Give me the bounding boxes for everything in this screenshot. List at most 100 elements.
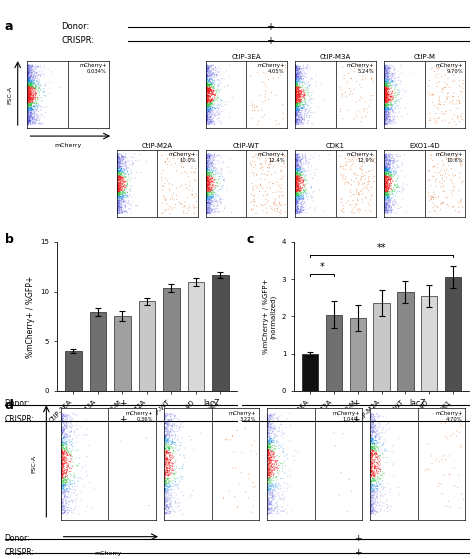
Point — [297, 157, 305, 165]
Point — [266, 476, 273, 485]
Point — [116, 186, 123, 195]
Point — [371, 480, 378, 489]
Point — [205, 184, 212, 193]
Point — [296, 94, 304, 103]
Point — [268, 476, 276, 485]
Point — [294, 104, 301, 113]
Point — [296, 176, 303, 184]
Point — [76, 473, 84, 482]
Point — [265, 503, 273, 511]
Point — [325, 150, 332, 159]
Point — [385, 165, 392, 174]
Point — [383, 160, 390, 169]
Point — [292, 177, 300, 186]
Point — [381, 79, 389, 88]
Point — [381, 172, 388, 181]
Point — [449, 179, 457, 188]
Point — [213, 202, 220, 211]
Point — [383, 111, 391, 120]
Point — [61, 457, 69, 466]
Point — [377, 434, 384, 443]
Point — [381, 170, 389, 179]
Point — [386, 80, 393, 89]
Point — [381, 170, 388, 179]
Point — [261, 175, 269, 184]
Point — [297, 87, 304, 96]
Point — [164, 461, 172, 470]
Point — [381, 156, 389, 165]
Point — [202, 196, 210, 205]
Point — [344, 178, 352, 187]
Point — [190, 446, 198, 454]
Point — [369, 480, 377, 489]
Point — [372, 421, 379, 430]
Point — [265, 495, 273, 504]
Point — [370, 471, 378, 480]
Point — [386, 91, 394, 100]
Point — [272, 473, 279, 482]
Point — [295, 83, 302, 92]
Point — [207, 80, 215, 89]
Point — [205, 114, 213, 123]
Point — [115, 192, 123, 201]
Point — [347, 165, 355, 174]
Point — [165, 457, 173, 466]
Point — [32, 69, 40, 78]
Point — [384, 204, 392, 213]
Point — [31, 93, 39, 102]
Point — [367, 482, 374, 491]
Point — [31, 120, 38, 129]
Point — [164, 442, 172, 451]
Point — [302, 99, 310, 108]
Point — [398, 166, 405, 175]
Point — [63, 467, 71, 476]
Point — [121, 177, 129, 186]
Point — [366, 449, 374, 458]
Point — [264, 95, 272, 104]
Point — [210, 101, 218, 110]
Point — [205, 71, 213, 80]
Point — [274, 503, 282, 511]
Point — [267, 509, 275, 518]
Point — [57, 426, 65, 435]
Point — [59, 414, 67, 423]
Point — [294, 70, 302, 79]
Point — [383, 169, 391, 178]
Point — [27, 112, 34, 121]
Point — [292, 111, 300, 120]
Point — [32, 115, 40, 124]
Point — [293, 100, 301, 109]
Point — [385, 158, 392, 167]
Point — [378, 471, 385, 480]
Point — [395, 97, 403, 106]
Point — [116, 160, 124, 169]
Point — [382, 190, 390, 199]
Point — [27, 82, 34, 91]
Point — [383, 173, 391, 182]
Point — [291, 86, 299, 95]
Point — [117, 169, 125, 178]
Point — [383, 192, 391, 201]
Point — [265, 496, 273, 505]
Point — [266, 427, 273, 435]
Point — [202, 61, 210, 70]
Point — [68, 435, 76, 444]
Point — [370, 447, 377, 456]
Point — [375, 463, 383, 472]
Point — [164, 448, 171, 457]
Point — [366, 503, 374, 511]
Point — [386, 115, 393, 124]
Point — [301, 172, 309, 181]
Point — [292, 97, 300, 106]
Point — [387, 77, 395, 86]
Point — [387, 206, 395, 215]
Point — [114, 188, 122, 197]
Point — [369, 435, 377, 444]
Point — [280, 444, 287, 453]
Point — [301, 105, 309, 113]
Point — [293, 197, 301, 206]
Point — [205, 199, 213, 208]
Point — [392, 150, 400, 159]
Point — [58, 423, 65, 432]
Point — [161, 440, 168, 449]
